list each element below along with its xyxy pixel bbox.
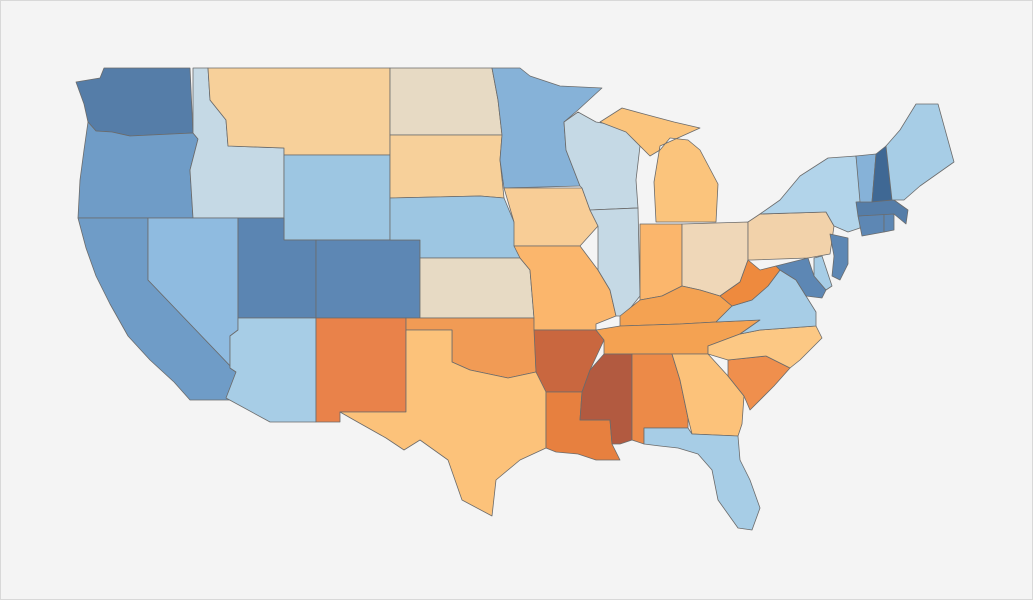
state-ga[interactable] — [671, 353, 745, 437]
state-il[interactable] — [589, 207, 641, 317]
state-nj[interactable] — [829, 233, 849, 281]
state-mo[interactable] — [513, 245, 617, 331]
state-mi[interactable] — [599, 107, 719, 223]
state-sd[interactable] — [389, 134, 505, 199]
state-nd[interactable] — [389, 67, 503, 136]
state-wa[interactable] — [75, 67, 194, 137]
state-ia[interactable] — [503, 187, 599, 247]
state-ct[interactable] — [857, 213, 885, 237]
state-mt[interactable] — [207, 67, 391, 156]
state-md[interactable] — [775, 257, 827, 299]
state-pa[interactable] — [747, 211, 835, 261]
state-or[interactable] — [77, 121, 199, 219]
state-tx[interactable] — [339, 329, 547, 517]
state-fl[interactable] — [643, 427, 761, 531]
state-ri[interactable] — [883, 213, 895, 233]
state-ks[interactable] — [419, 257, 535, 319]
state-nm[interactable] — [315, 317, 407, 423]
state-co[interactable] — [315, 239, 421, 319]
state-wv[interactable] — [719, 259, 781, 307]
state-de[interactable] — [813, 255, 833, 291]
state-az[interactable] — [225, 317, 317, 423]
state-wi[interactable] — [563, 111, 641, 211]
state-in[interactable] — [639, 223, 683, 301]
state-wy[interactable] — [283, 154, 391, 241]
state-me[interactable] — [885, 103, 955, 201]
